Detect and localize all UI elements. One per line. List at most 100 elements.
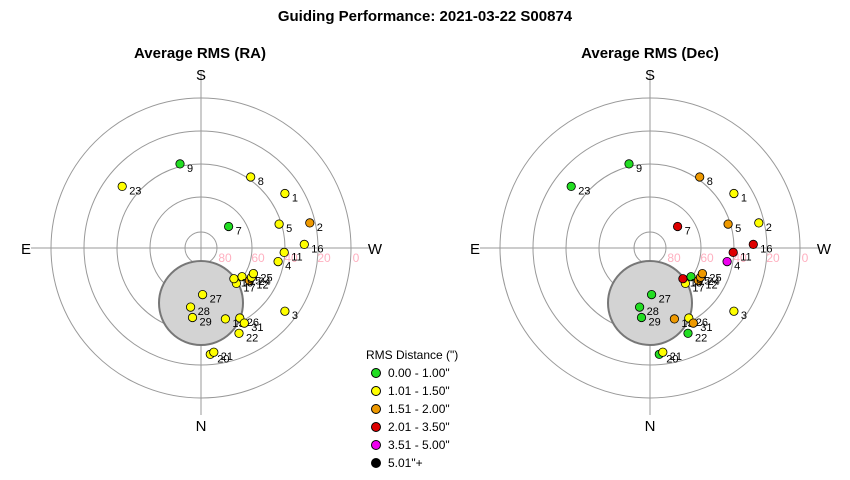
data-point bbox=[305, 218, 315, 228]
chart-title: Guiding Performance: 2021-03-22 S00874 bbox=[277, 8, 573, 25]
data-point bbox=[695, 172, 705, 182]
data-point-label: 17 bbox=[692, 282, 704, 294]
data-point-label: 21 bbox=[670, 351, 682, 363]
data-point bbox=[754, 218, 764, 228]
data-point bbox=[273, 257, 283, 267]
data-point-label: 2 bbox=[317, 222, 323, 234]
altitude-tick-label: 60 bbox=[251, 251, 265, 265]
data-point-label: 23 bbox=[578, 185, 590, 197]
legend-item: 2.01 - 3.50" bbox=[366, 419, 496, 437]
legend-item: 5.01"+ bbox=[366, 455, 496, 473]
data-point-label: 16 bbox=[760, 243, 772, 255]
data-point-label: 31 bbox=[251, 322, 263, 334]
legend-label: 2.01 - 3.50" bbox=[388, 420, 450, 434]
data-point-label: 11 bbox=[740, 251, 751, 263]
altitude-tick-label: 20 bbox=[317, 251, 331, 265]
data-point-label: 3 bbox=[292, 310, 298, 322]
data-point-label: 4 bbox=[285, 261, 291, 273]
data-point-label: 17 bbox=[243, 282, 255, 294]
legend-label: 1.51 - 2.00" bbox=[388, 402, 450, 416]
data-point bbox=[722, 257, 732, 267]
data-point bbox=[634, 302, 645, 312]
data-point bbox=[234, 328, 244, 338]
data-point-label: 8 bbox=[258, 176, 264, 188]
data-point-label: 2 bbox=[766, 222, 772, 234]
data-point bbox=[274, 219, 284, 229]
data-point-label: 5 bbox=[735, 223, 741, 235]
data-point bbox=[697, 269, 708, 279]
data-point bbox=[683, 328, 693, 338]
data-point-label: 23 bbox=[129, 185, 141, 197]
data-point bbox=[624, 159, 634, 169]
legend: RMS Distance (") 0.00 - 1.00" 1.01 - 1.50… bbox=[366, 348, 496, 473]
direction-label-top: S bbox=[196, 67, 206, 84]
data-point bbox=[224, 221, 234, 232]
legend-items: 0.00 - 1.00" 1.01 - 1.50" 1.51 - 2.00" 2.01… bbox=[366, 365, 496, 473]
data-point-label: 5 bbox=[286, 223, 292, 235]
data-point bbox=[198, 290, 208, 300]
data-point bbox=[646, 290, 657, 300]
legend-item: 1.01 - 1.50" bbox=[366, 383, 496, 401]
data-point-label: 26 bbox=[247, 317, 259, 329]
altitude-tick-label: 0 bbox=[353, 251, 360, 265]
data-point bbox=[729, 188, 739, 199]
data-point-label: 1 bbox=[292, 193, 298, 205]
data-point-label: 26 bbox=[696, 317, 708, 329]
data-point-label: 25 bbox=[709, 273, 721, 285]
data-point-label: 22 bbox=[246, 332, 258, 344]
data-point-label: 11 bbox=[291, 251, 302, 263]
data-point bbox=[187, 312, 198, 323]
data-point-label: 12 bbox=[705, 280, 717, 292]
legend-item: 1.51 - 2.00" bbox=[366, 401, 496, 419]
legend-label: 3.51 - 5.00" bbox=[388, 438, 450, 452]
altitude-tick-label: 60 bbox=[700, 251, 714, 265]
legend-item: 0.00 - 1.00" bbox=[366, 365, 496, 383]
data-point-label: 27 bbox=[210, 294, 222, 306]
dec-plot-title: Average RMS (Dec) bbox=[581, 45, 719, 62]
legend-swatch bbox=[371, 440, 381, 450]
data-point bbox=[669, 314, 680, 324]
data-point bbox=[678, 274, 688, 284]
data-point bbox=[566, 181, 576, 192]
data-point-label: 21 bbox=[221, 351, 233, 363]
data-point-label: 27 bbox=[659, 294, 671, 306]
data-point bbox=[186, 302, 196, 312]
direction-label-bottom: N bbox=[645, 418, 656, 435]
legend-title: RMS Distance (") bbox=[366, 348, 459, 362]
data-point bbox=[280, 188, 290, 199]
data-point bbox=[658, 347, 668, 357]
data-point-label: 9 bbox=[187, 163, 193, 175]
data-point bbox=[248, 269, 258, 279]
data-point-label: 31 bbox=[700, 322, 712, 334]
direction-label-right: W bbox=[368, 241, 383, 258]
obstruction-area bbox=[607, 260, 693, 346]
data-point bbox=[672, 221, 683, 232]
altitude-tick-label: 20 bbox=[766, 251, 780, 265]
legend-label: 0.00 - 1.00" bbox=[388, 366, 450, 380]
data-point-label: 29 bbox=[649, 317, 661, 329]
legend-swatch bbox=[371, 422, 381, 432]
altitude-tick-label: 80 bbox=[667, 251, 681, 265]
data-point-label: 22 bbox=[695, 332, 707, 344]
data-point bbox=[729, 306, 739, 316]
legend-label: 5.01"+ bbox=[388, 456, 423, 470]
legend-item: 3.51 - 5.00" bbox=[366, 437, 496, 455]
data-point bbox=[728, 247, 738, 257]
data-point bbox=[246, 172, 256, 182]
data-point-label: 7 bbox=[685, 226, 691, 238]
data-point-label: 25 bbox=[260, 273, 272, 285]
data-point-label: 1 bbox=[741, 193, 747, 205]
data-point-label: 3 bbox=[741, 310, 747, 322]
data-point-label: 20 bbox=[666, 353, 678, 365]
data-point-label: 28 bbox=[647, 306, 659, 318]
data-point bbox=[636, 312, 647, 323]
data-point-label: 7 bbox=[236, 226, 242, 238]
data-point bbox=[688, 318, 698, 328]
data-point-label: 16 bbox=[311, 243, 323, 255]
data-point-label: 20 bbox=[217, 353, 229, 365]
data-point bbox=[117, 181, 127, 192]
data-point-label: 4 bbox=[734, 261, 740, 273]
data-point-label: 9 bbox=[636, 163, 642, 175]
